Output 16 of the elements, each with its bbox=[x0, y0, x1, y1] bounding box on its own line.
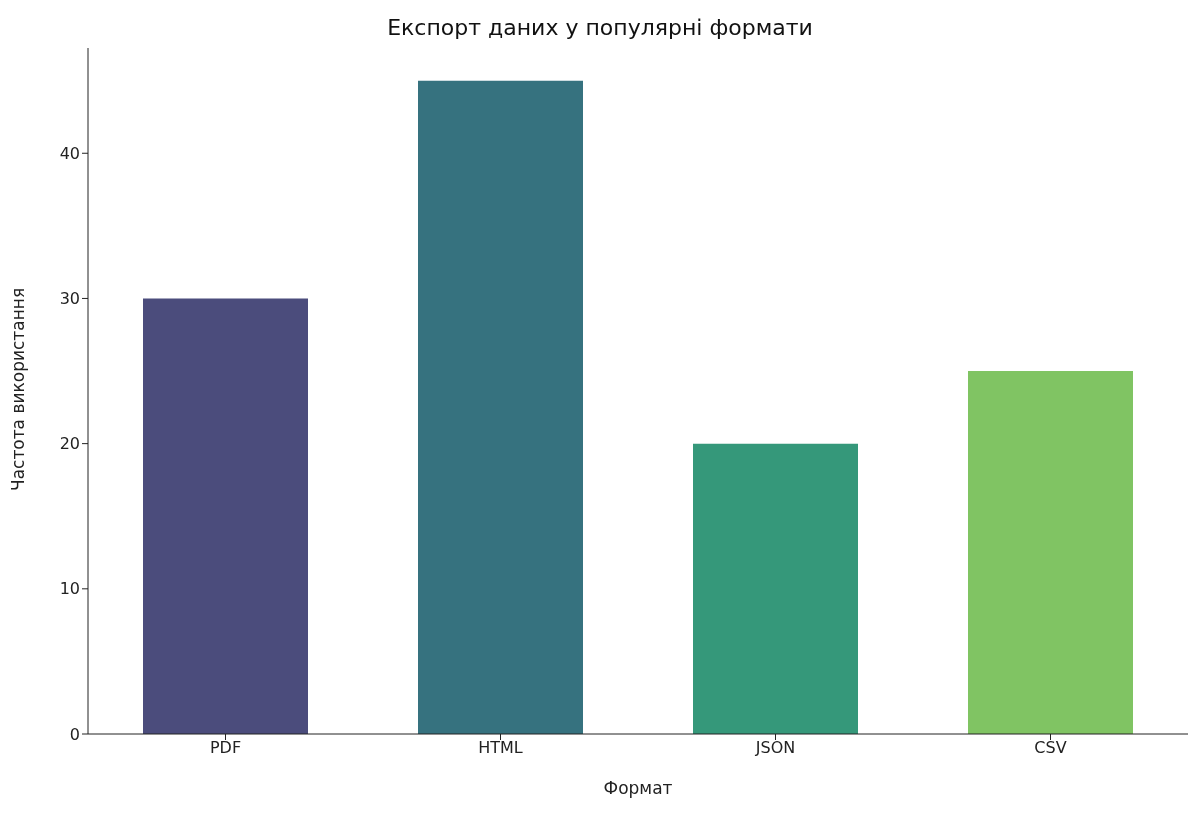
y-tick-label: 30 bbox=[59, 289, 80, 309]
bar bbox=[693, 443, 858, 734]
bar bbox=[968, 371, 1133, 734]
x-tick-label: JSON bbox=[754, 738, 796, 758]
y-tick-label: 0 bbox=[69, 724, 80, 744]
y-tick-label: 20 bbox=[59, 434, 80, 454]
y-tick-label: 10 bbox=[59, 579, 80, 599]
x-tick-label: HTML bbox=[478, 738, 523, 758]
chart-title: Експорт даних у популярні формати bbox=[386, 14, 814, 42]
bar bbox=[143, 298, 308, 734]
y-tick-label: 40 bbox=[59, 143, 80, 163]
x-axis-title: Формат bbox=[603, 778, 673, 798]
x-tick-label: PDF bbox=[209, 738, 242, 758]
x-tick-label: CSV bbox=[1034, 738, 1067, 758]
y-axis-title: Частота використання bbox=[8, 287, 29, 491]
bar bbox=[418, 80, 583, 734]
